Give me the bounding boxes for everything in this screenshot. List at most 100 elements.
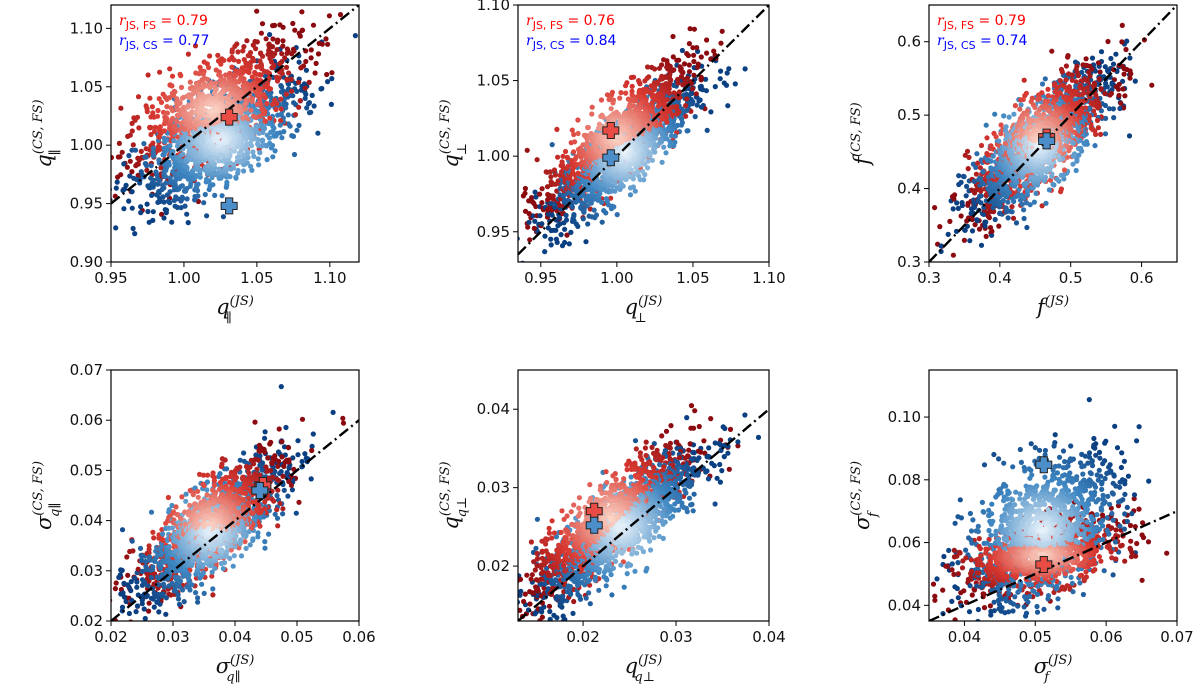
scatter-point-cs	[566, 241, 572, 247]
x-axis-label-subscript: ∥	[226, 311, 232, 326]
scatter-point-cs	[302, 95, 308, 101]
scatter-point-cs	[980, 168, 986, 175]
scatter-point-cs	[141, 141, 147, 147]
scatter-point-fs	[560, 153, 566, 159]
scatter-point-fs	[552, 172, 559, 178]
scatter-point-cs	[974, 151, 980, 157]
scatter-point-cs	[1098, 108, 1104, 114]
scatter-point-fs	[623, 90, 629, 96]
scatter-point-cs	[315, 130, 321, 136]
scatter-point-cs	[983, 122, 989, 128]
scatter-point-cs	[1043, 200, 1049, 206]
scatter-point-fs	[272, 97, 278, 103]
scatter-point-fs	[608, 92, 615, 98]
scatter-point-fs	[586, 146, 592, 152]
scatter-point-cs	[1081, 140, 1087, 146]
scatter-point-fs	[683, 103, 689, 109]
scatter-point-cs	[1061, 176, 1067, 182]
scatter-point-fs	[1065, 54, 1071, 60]
scatter-point-cs	[1005, 215, 1011, 221]
scatter-point-fs	[118, 105, 124, 111]
scatter-point-fs	[249, 74, 255, 80]
scatter-points	[518, 26, 748, 262]
scatter-point-cs	[969, 228, 976, 234]
scatter-point-cs	[304, 105, 310, 111]
x-axis-label-superscript: (JS)	[230, 294, 254, 309]
scatter-point-cs	[291, 151, 298, 158]
scatter-point-cs	[94, 178, 99, 183]
scatter-point-fs	[1063, 77, 1069, 83]
scatter-point-fs	[698, 77, 704, 83]
scatter-point-cs	[640, 168, 646, 174]
scatter-point-cs	[712, 84, 718, 90]
scatter-point-cs	[296, 59, 302, 65]
scatter-point-cs	[150, 145, 156, 151]
y-axis-label-superscript: (CS, FS)	[438, 99, 453, 154]
scatter-point-fs	[337, 12, 344, 18]
x-axis-label-symbol: q	[216, 295, 229, 319]
median-marker-fs	[220, 108, 238, 126]
scatter-point-fs	[280, 43, 286, 49]
scatter-point-fs	[270, 101, 276, 107]
scatter-point-cs	[311, 103, 317, 109]
scatter-point-fs	[154, 113, 161, 119]
reference-line-one-to-one	[518, 5, 769, 256]
scatter-point-fs	[149, 104, 155, 110]
scatter-point-cs	[182, 203, 188, 209]
scatter-point-cs	[696, 98, 702, 104]
scatter-point-fs	[283, 64, 290, 70]
scatter-point-fs	[575, 130, 581, 137]
scatter-point-cs	[255, 156, 261, 162]
scatter-point-fs	[1080, 62, 1086, 68]
scatter-point-fs	[1020, 96, 1026, 103]
scatter-point-fs	[961, 237, 968, 243]
scatter-point-cs	[532, 218, 538, 224]
scatter-point-cs	[1111, 115, 1117, 121]
scatter-point-cs	[126, 198, 132, 204]
scatter-point-cs	[962, 227, 968, 233]
x-axis-label-symbol: q	[625, 295, 638, 319]
scatter-point-fs	[647, 108, 653, 114]
scatter-point-fs	[711, 48, 717, 54]
scatter-point-cs	[684, 128, 690, 134]
scatter-point-fs	[562, 148, 569, 155]
scatter-point-fs	[996, 223, 1002, 229]
scatter-point-cs	[704, 127, 710, 133]
scatter-point-fs	[297, 98, 303, 104]
scatter-point-fs	[681, 61, 688, 67]
scatter-point-fs	[937, 224, 943, 230]
scatter-point-fs	[144, 109, 150, 115]
scatter-point-fs	[694, 45, 700, 51]
scatter-point-cs	[1106, 106, 1112, 112]
scatter-point-cs	[249, 167, 255, 173]
scatter-point-fs	[306, 79, 312, 85]
scatter-point-fs	[164, 115, 170, 121]
scatter-point-fs	[1107, 92, 1113, 98]
scatter-point-cs	[678, 122, 685, 128]
scatter-point-fs	[308, 55, 314, 61]
scatter-point-fs	[218, 61, 224, 67]
scatter-point-fs	[196, 71, 202, 77]
scatter-point-fs	[626, 104, 632, 110]
scatter-point-fs	[226, 57, 232, 63]
scatter-point-fs	[130, 142, 136, 148]
reference-line-one-to-one	[111, 5, 359, 205]
scatter-point-fs	[1098, 131, 1104, 137]
scatter-point-fs	[608, 106, 614, 112]
scatter-point-fs	[554, 126, 560, 132]
scatter-point-fs	[550, 193, 556, 199]
scatter-point-cs	[630, 184, 637, 190]
correlation-value: = 0.77	[158, 33, 210, 49]
scatter-point-cs	[228, 149, 234, 155]
scatter-point-fs	[310, 22, 317, 28]
scatter-point-fs	[656, 65, 663, 71]
median-marker-fs	[602, 121, 620, 139]
scatter-point-fs	[229, 49, 235, 55]
y-axis-label-symbol: q	[32, 154, 56, 167]
scatter-point-cs	[967, 238, 973, 244]
scatter-point-cs	[953, 228, 960, 234]
scatter-point-cs	[143, 154, 149, 160]
x-tick-label: 1.05	[240, 269, 273, 287]
scatter-point-cs	[1109, 81, 1115, 87]
scatter-point-cs	[563, 212, 569, 218]
